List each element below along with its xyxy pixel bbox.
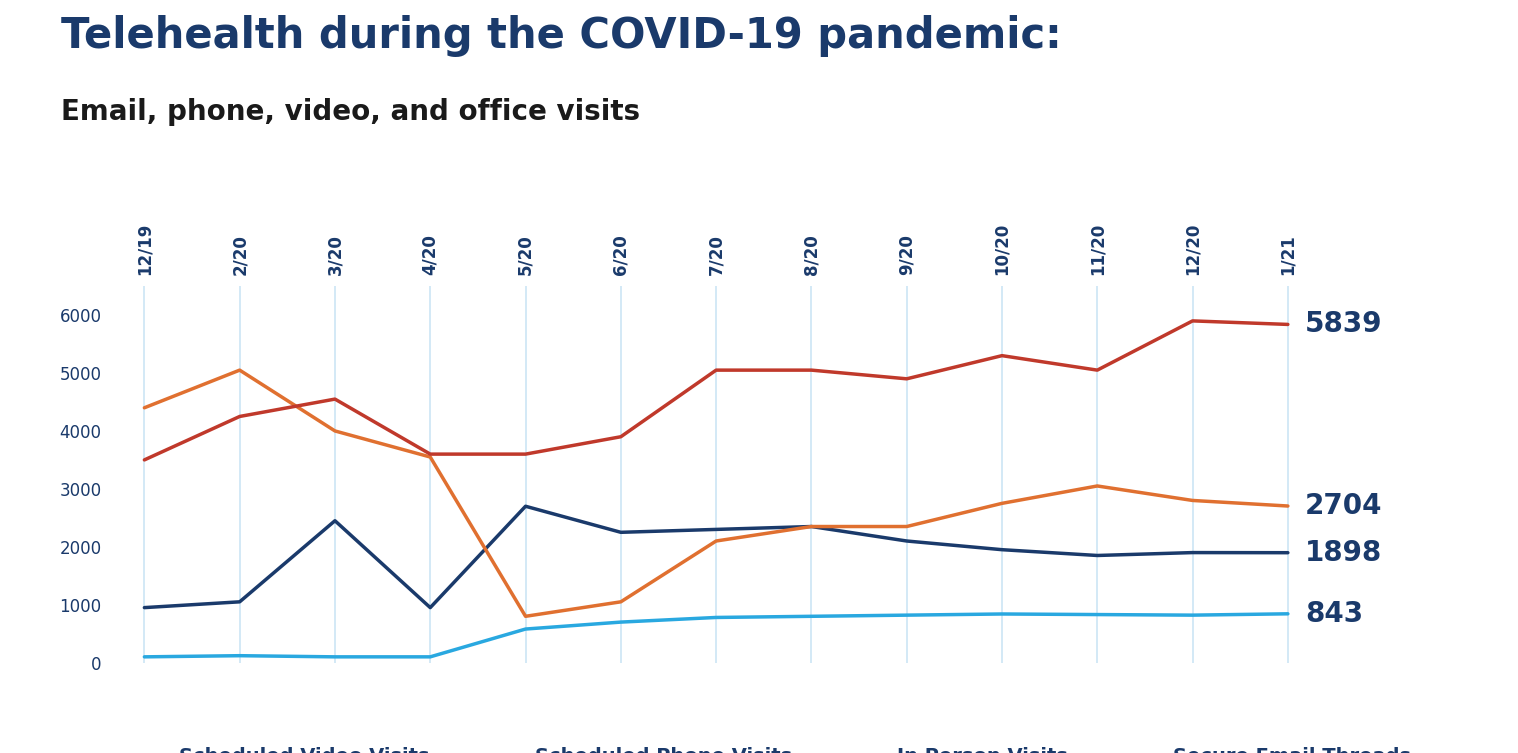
Text: 3/20: 3/20 [326, 234, 345, 275]
Text: 1/21: 1/21 [1278, 234, 1296, 275]
Text: Telehealth during the COVID-19 pandemic:: Telehealth during the COVID-19 pandemic: [61, 15, 1061, 57]
Text: 2/20: 2/20 [231, 234, 249, 275]
Text: 4/20: 4/20 [422, 234, 439, 275]
Text: 11/20: 11/20 [1088, 223, 1107, 275]
Text: 7/20: 7/20 [707, 234, 726, 275]
Text: 1898: 1898 [1305, 538, 1383, 567]
Text: 5/20: 5/20 [516, 234, 534, 275]
Text: 843: 843 [1305, 600, 1363, 628]
Text: 12/19: 12/19 [135, 222, 153, 275]
Text: 10/20: 10/20 [993, 223, 1011, 275]
Text: Email, phone, video, and office visits: Email, phone, video, and office visits [61, 98, 641, 126]
Text: 5839: 5839 [1305, 310, 1383, 338]
Text: 12/20: 12/20 [1184, 222, 1202, 275]
Text: 8/20: 8/20 [803, 234, 820, 275]
Text: 2704: 2704 [1305, 492, 1383, 520]
Legend: Scheduled Video Visits, Scheduled Phone Visits, In Person Visits, Secure Email T: Scheduled Video Visits, Scheduled Phone … [90, 739, 1419, 753]
Text: 9/20: 9/20 [897, 234, 915, 275]
Text: 6/20: 6/20 [612, 234, 630, 275]
